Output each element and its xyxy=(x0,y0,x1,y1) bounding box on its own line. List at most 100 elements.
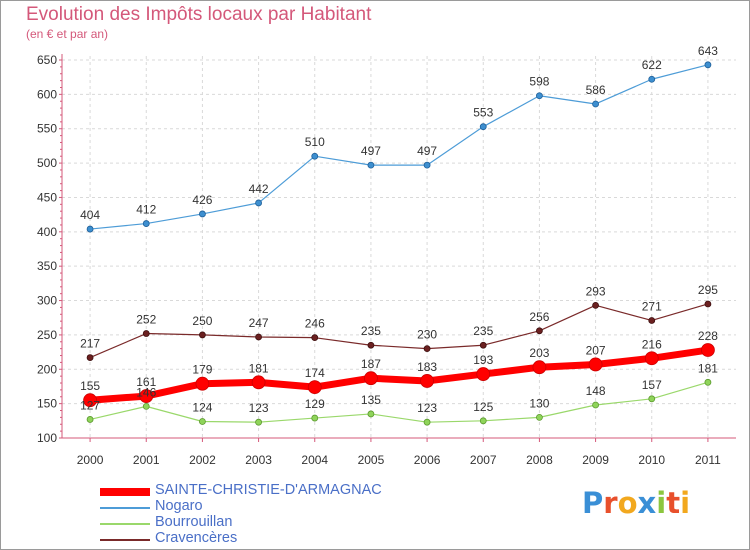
data-label: 217 xyxy=(80,337,100,351)
data-label: 123 xyxy=(249,401,269,415)
legend-label: Cravencères xyxy=(155,530,238,546)
x-tick-label: 2002 xyxy=(189,453,216,467)
legend-swatch xyxy=(100,539,150,541)
data-label: 271 xyxy=(642,299,662,313)
y-tick-label: 350 xyxy=(37,259,57,273)
data-point xyxy=(311,414,319,422)
data-point xyxy=(86,225,94,233)
y-tick-label: 200 xyxy=(37,362,57,376)
data-point xyxy=(704,378,712,386)
data-label: 250 xyxy=(192,314,212,328)
chart-title: Evolution des Impôts locaux par Habitant xyxy=(26,4,372,25)
data-label: 193 xyxy=(473,353,493,367)
data-point xyxy=(255,418,262,426)
data-label: 247 xyxy=(249,316,269,330)
data-point xyxy=(142,402,150,410)
data-label: 125 xyxy=(473,400,493,414)
y-tick-label: 400 xyxy=(37,225,57,239)
data-label: 295 xyxy=(698,283,718,297)
data-point xyxy=(199,210,206,218)
data-label: 442 xyxy=(249,182,269,196)
data-label: 510 xyxy=(305,135,325,149)
legend-label: Nogaro xyxy=(155,498,203,514)
x-tick-label: 2011 xyxy=(695,453,721,467)
data-label: 157 xyxy=(642,378,662,392)
data-label: 146 xyxy=(136,385,156,399)
data-label: 246 xyxy=(305,317,325,331)
data-label: 174 xyxy=(305,366,325,380)
data-point xyxy=(364,371,378,386)
data-label: 203 xyxy=(529,346,549,360)
data-label: 161 xyxy=(136,375,156,389)
data-label: 179 xyxy=(192,363,212,377)
data-point xyxy=(592,100,599,108)
data-point xyxy=(139,389,154,403)
data-point xyxy=(311,152,319,160)
x-tick-label: 2004 xyxy=(301,453,328,467)
data-label: 553 xyxy=(473,106,493,120)
data-point xyxy=(476,367,491,381)
data-point xyxy=(592,401,599,409)
x-tick-label: 2007 xyxy=(470,453,497,467)
data-point xyxy=(644,351,659,366)
data-point xyxy=(367,341,375,349)
data-label: 148 xyxy=(586,384,606,398)
data-label: 235 xyxy=(361,324,381,338)
data-label: 412 xyxy=(136,203,156,217)
x-tick-label: 2006 xyxy=(414,453,441,467)
x-tick-label: 2000 xyxy=(77,453,104,467)
data-point xyxy=(588,357,603,372)
y-tick-label: 250 xyxy=(37,328,57,342)
y-tick-label: 300 xyxy=(37,294,57,308)
data-point xyxy=(423,161,431,169)
data-label: 404 xyxy=(80,208,100,222)
data-point xyxy=(420,374,434,388)
data-point xyxy=(423,345,431,353)
chart-subtitle: (en € et par an) xyxy=(26,27,109,41)
data-point xyxy=(592,301,599,309)
legend-label: SAINTE-CHRISTIE-D'ARMAGNAC xyxy=(155,482,382,498)
data-label: 622 xyxy=(642,58,662,72)
y-tick-label: 100 xyxy=(37,431,57,445)
logo-letter: i xyxy=(656,486,667,520)
legend-swatch xyxy=(100,523,150,525)
legend-swatch xyxy=(100,507,150,509)
x-tick-label: 2001 xyxy=(133,453,160,467)
data-label: 181 xyxy=(249,361,269,375)
y-tick-label: 450 xyxy=(37,190,57,204)
y-tick-label: 500 xyxy=(37,156,57,170)
x-tick-label: 2003 xyxy=(245,453,272,467)
y-tick-label: 150 xyxy=(37,397,57,411)
data-point xyxy=(479,341,487,349)
series-line xyxy=(89,381,709,423)
data-point xyxy=(86,416,94,423)
data-label: 426 xyxy=(192,193,212,207)
data-point xyxy=(251,375,266,390)
data-point xyxy=(648,317,656,324)
data-label: 293 xyxy=(586,284,606,298)
data-label: 124 xyxy=(192,401,212,415)
data-point xyxy=(255,199,262,207)
data-point xyxy=(704,300,712,308)
legend-label: Bourrouillan xyxy=(155,514,233,530)
x-tick-label: 2008 xyxy=(526,453,553,467)
proxiti-logo: Proxiti xyxy=(582,486,690,520)
x-tick-label: 2010 xyxy=(638,453,665,467)
data-label: 586 xyxy=(586,83,606,97)
series-line xyxy=(89,303,709,359)
data-label: 252 xyxy=(136,313,156,327)
data-point xyxy=(536,413,543,421)
y-tick-label: 550 xyxy=(37,122,57,136)
data-point xyxy=(701,343,715,357)
logo-letter: P xyxy=(582,486,604,520)
data-point xyxy=(479,417,487,425)
logo-letter: r xyxy=(603,486,618,520)
data-point xyxy=(195,376,210,391)
y-tick-label: 600 xyxy=(37,87,57,101)
x-tick-label: 2005 xyxy=(358,453,385,467)
data-label: 183 xyxy=(417,360,437,374)
data-label: 598 xyxy=(529,75,549,89)
data-point xyxy=(199,331,206,339)
data-point xyxy=(142,220,150,227)
